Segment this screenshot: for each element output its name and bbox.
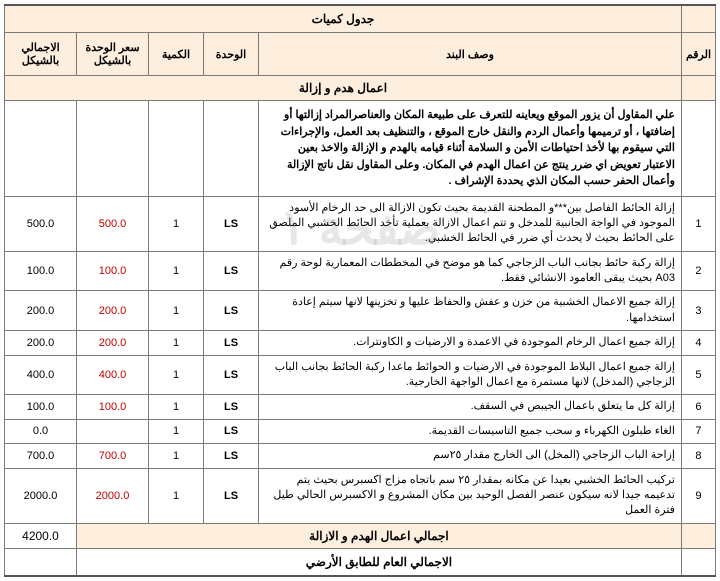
cell-idx: 6: [681, 395, 715, 419]
table-row: 7الغاء طبلون الكهرباء و سحب جميع التاسيس…: [5, 419, 716, 443]
cell-total: 0.0: [5, 419, 77, 443]
cell-qty: 1: [149, 331, 204, 355]
cell-total: 200.0: [5, 331, 77, 355]
subtotal-label: اجمالي اعمال الهدم و الازالة: [77, 523, 682, 548]
cell-idx: 5: [681, 355, 715, 395]
cell-price: 500.0: [77, 196, 149, 251]
cell-qty: 1: [149, 291, 204, 331]
cell-idx: 3: [681, 291, 715, 331]
cell-qty: 1: [149, 355, 204, 395]
header-price: سعر الوحدة بالشيكل: [77, 33, 149, 76]
cell-qty: 1: [149, 395, 204, 419]
cell-price: 100.0: [77, 395, 149, 419]
cell-total: 2000.0: [5, 468, 77, 523]
section-row: اعمال هدم و إزالة: [5, 76, 716, 101]
cell-unit: LS: [204, 468, 259, 523]
cell-qty: 1: [149, 251, 204, 291]
cell-qty: 1: [149, 196, 204, 251]
cell-desc: إزالة جميع اعمال البلاط الموجودة في الار…: [259, 355, 682, 395]
cell-desc: إزالة كل ما يتعلق باعمال الجيبص في السقف…: [259, 395, 682, 419]
cell-unit: LS: [204, 251, 259, 291]
cell-price: 400.0: [77, 355, 149, 395]
grand-label: الاجمالي العام للطابق الأرضي: [77, 548, 682, 576]
cell-unit: LS: [204, 395, 259, 419]
header-desc: وصف البند: [259, 33, 682, 76]
cell-price: 200.0: [77, 331, 149, 355]
cell-unit: LS: [204, 196, 259, 251]
cell-qty: 1: [149, 468, 204, 523]
cell-idx: 9: [681, 468, 715, 523]
table-row: 4إزالة جميع اعمال الرخام الموجودة في الا…: [5, 331, 716, 355]
table-row: 5إزالة جميع اعمال البلاط الموجودة في الا…: [5, 355, 716, 395]
cell-total: 100.0: [5, 395, 77, 419]
cell-desc: إزالة الحائط الفاصل بين***و المطحنة القد…: [259, 196, 682, 251]
cell-qty: 1: [149, 444, 204, 468]
header-row: الرقم وصف البند الوحدة الكمية سعر الوحدة…: [5, 33, 716, 76]
section-title: اعمال هدم و إزالة: [5, 76, 682, 101]
cell-total: 400.0: [5, 355, 77, 395]
subtotal-row: اجمالي اعمال الهدم و الازالة 4200.0: [5, 523, 716, 548]
cell-unit: LS: [204, 444, 259, 468]
cell-price: 700.0: [77, 444, 149, 468]
cell-idx: 4: [681, 331, 715, 355]
cell-unit: LS: [204, 331, 259, 355]
table-row: 8إزاحة الباب الزجاجي (المخل) الى الخارج …: [5, 444, 716, 468]
cell-price: 100.0: [77, 251, 149, 291]
cell-desc: إزالة جميع اعمال الرخام الموجودة في الاع…: [259, 331, 682, 355]
header-idx: الرقم: [681, 33, 715, 76]
cell-total: 100.0: [5, 251, 77, 291]
cell-idx: 2: [681, 251, 715, 291]
cell-desc: إزاحة الباب الزجاجي (المخل) الى الخارج م…: [259, 444, 682, 468]
boq-wrapper: جدول كميات الرقم وصف البند الوحدة الكمية…: [0, 0, 720, 581]
cell-idx: 7: [681, 419, 715, 443]
cell-desc: إزالة جميع الاعمال الخشبية من خزن و عفش …: [259, 291, 682, 331]
intro-row: علي المقاول أن يزور الموقع ويعاينه للتعر…: [5, 101, 716, 197]
grand-row: الاجمالي العام للطابق الأرضي: [5, 548, 716, 576]
cell-unit: LS: [204, 291, 259, 331]
cell-total: 200.0: [5, 291, 77, 331]
cell-unit: LS: [204, 419, 259, 443]
cell-qty: 1: [149, 419, 204, 443]
header-unit: الوحدة: [204, 33, 259, 76]
boq-table: جدول كميات الرقم وصف البند الوحدة الكمية…: [4, 4, 716, 577]
table-row: 1إزالة الحائط الفاصل بين***و المطحنة الق…: [5, 196, 716, 251]
cell-desc: تركيب الحائط الخشبي بعيدا عن مكانه بمقدا…: [259, 468, 682, 523]
subtotal-value: 4200.0: [5, 523, 77, 548]
cell-price: [77, 419, 149, 443]
table-title-row: جدول كميات: [5, 5, 716, 33]
header-qty: الكمية: [149, 33, 204, 76]
table-row: 2إزالة ركبة حائط بجانب الباب الزجاجي كما…: [5, 251, 716, 291]
cell-idx: 8: [681, 444, 715, 468]
table-row: 9تركيب الحائط الخشبي بعيدا عن مكانه بمقد…: [5, 468, 716, 523]
cell-price: 200.0: [77, 291, 149, 331]
table-title: جدول كميات: [5, 5, 682, 33]
cell-total: 700.0: [5, 444, 77, 468]
cell-desc: إزالة ركبة حائط بجانب الباب الزجاجي كما …: [259, 251, 682, 291]
table-row: 3إزالة جميع الاعمال الخشبية من خزن و عفش…: [5, 291, 716, 331]
cell-price: 2000.0: [77, 468, 149, 523]
cell-idx: 1: [681, 196, 715, 251]
header-total: الاجمالي بالشيكل: [5, 33, 77, 76]
intro-text: علي المقاول أن يزور الموقع ويعاينه للتعر…: [259, 101, 682, 197]
table-row: 6إزالة كل ما يتعلق باعمال الجيبص في السق…: [5, 395, 716, 419]
cell-total: 500.0: [5, 196, 77, 251]
cell-desc: الغاء طبلون الكهرباء و سحب جميع التاسيسا…: [259, 419, 682, 443]
cell-unit: LS: [204, 355, 259, 395]
